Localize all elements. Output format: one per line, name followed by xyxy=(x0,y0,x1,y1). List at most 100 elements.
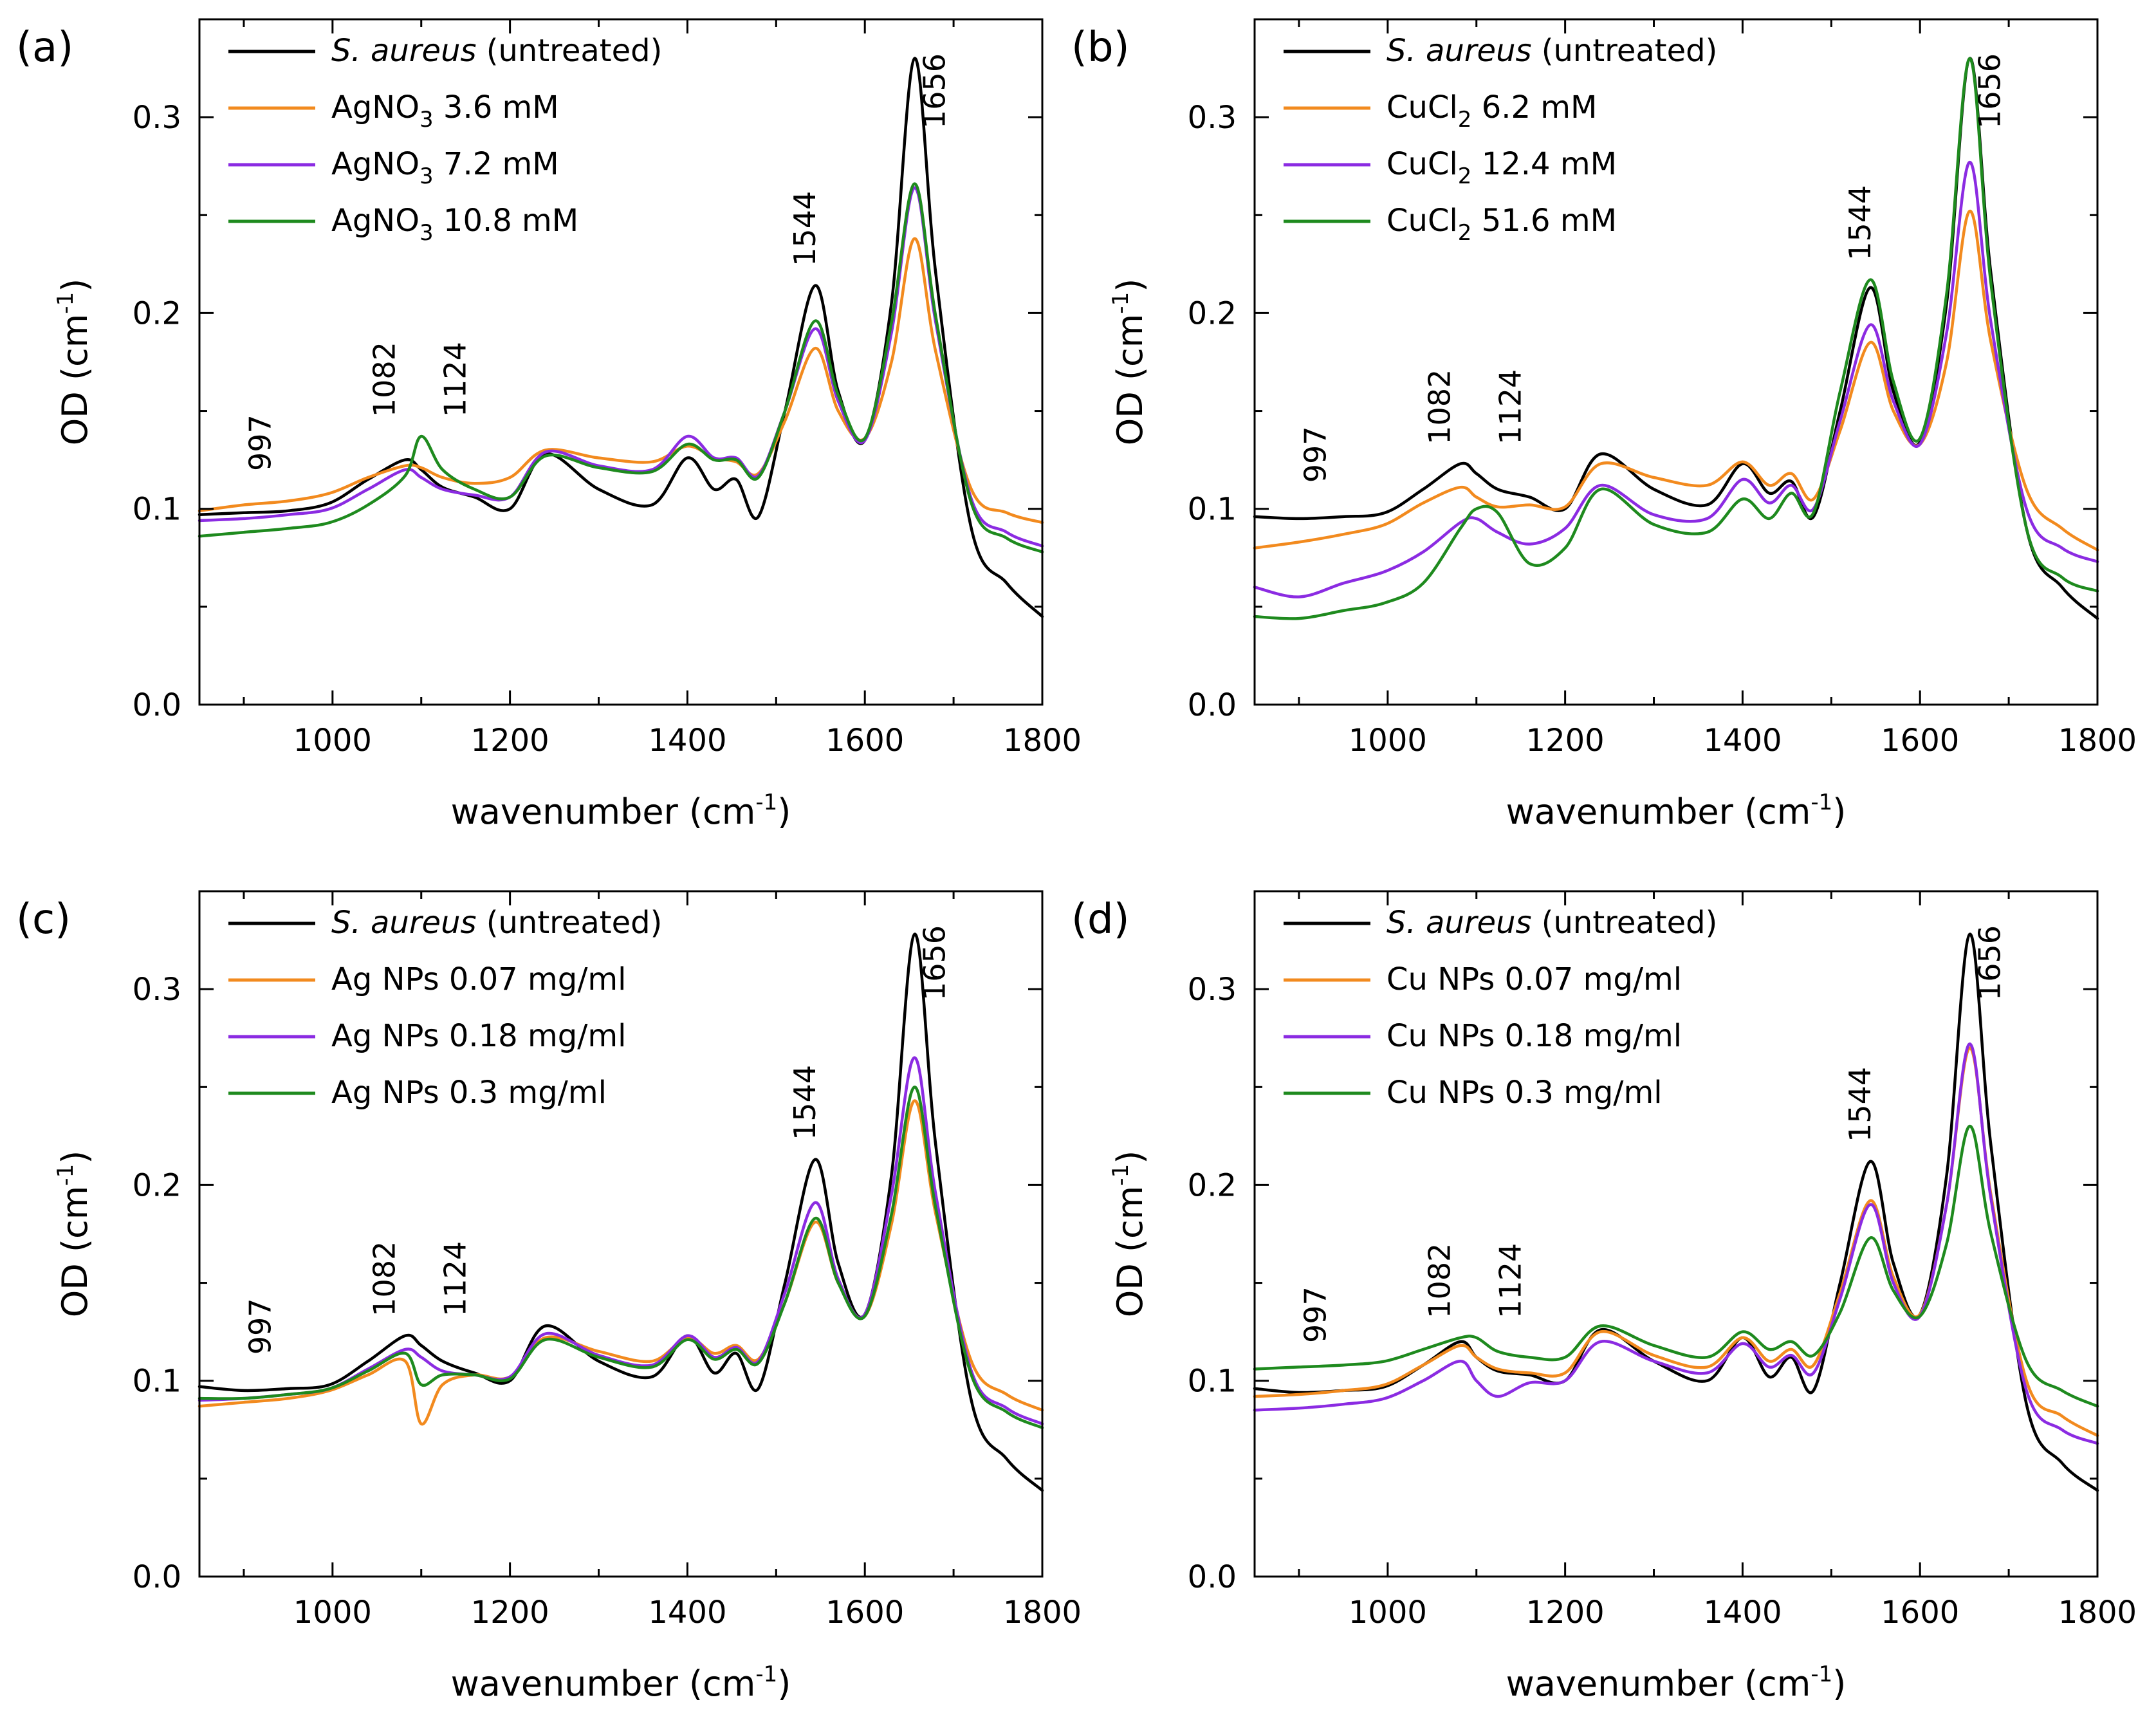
panel-label: (c) xyxy=(16,896,71,943)
series-line-1 xyxy=(1253,1046,2099,1438)
y-tick-label: 0.1 xyxy=(1188,492,1237,528)
legend-entry-main: CuCl xyxy=(1387,89,1458,125)
series-line-3 xyxy=(1253,57,2099,620)
x-axis-title-close: ) xyxy=(777,1663,791,1704)
y-axis-title-close: ) xyxy=(55,1151,95,1164)
y-axis-title: OD (cm-1) xyxy=(53,1151,95,1318)
peak-annotation-1656: 1656 xyxy=(1972,925,2007,1001)
panel-a: 1000 1200 1400 1600 1800 0.0 0.1 0.2 0.3 wavenumb… xyxy=(16,18,1082,832)
y-axis-title-main: OD (cm xyxy=(1110,1186,1150,1318)
y-axis-title-sup: -1 xyxy=(1108,292,1134,314)
plot-frame xyxy=(198,890,1044,1578)
legend-entry: CuCl2 12.4 mM xyxy=(1387,146,1617,189)
y-tick-label: 0.2 xyxy=(133,1167,181,1203)
legend-entry: Cu NPs 0.18 mg/ml xyxy=(1387,1018,1682,1054)
legend-entry-main: CuCl xyxy=(1387,203,1458,239)
series-line-2 xyxy=(1253,1042,2099,1445)
legend-entry: Cu NPs 0.3 mg/ml xyxy=(1387,1075,1663,1111)
peak-annotation-1656: 1656 xyxy=(917,925,952,1001)
legend-entry-sub: 2 xyxy=(1458,107,1472,133)
plot-frame xyxy=(1253,890,2099,1578)
legend-entry-sub: 3 xyxy=(419,107,434,133)
peak-annotation-1656: 1656 xyxy=(1972,53,2007,129)
peak-annotation-1124: 1124 xyxy=(438,1241,473,1317)
y-tick-label: 0.0 xyxy=(1188,1559,1237,1595)
peak-annotation-1124: 1124 xyxy=(1493,1243,1528,1319)
peak-annotation-1124: 1124 xyxy=(1493,369,1528,445)
y-tick-label: 0.1 xyxy=(133,492,181,528)
peak-annotation-1544: 1544 xyxy=(1843,1067,1877,1142)
x-axis-title-sup: -1 xyxy=(755,1662,777,1687)
x-tick-label: 1400 xyxy=(648,1595,726,1631)
y-axis-title: OD (cm-1) xyxy=(1108,1151,1150,1318)
x-axis-title-main: wavenumber (cm xyxy=(451,1663,756,1704)
x-tick-label: 1800 xyxy=(2058,1595,2137,1631)
x-axis-title-main: wavenumber (cm xyxy=(1506,791,1811,832)
y-tick-label: 0.3 xyxy=(133,100,181,136)
x-tick-label: 1400 xyxy=(1703,1595,1782,1631)
y-tick-label: 0.2 xyxy=(1188,295,1237,331)
y-axis-title-main: OD (cm xyxy=(55,1186,95,1318)
y-tick-label: 0.1 xyxy=(133,1364,181,1400)
legend-entry-rest: 12.4 mM xyxy=(1471,146,1617,182)
y-axis-title-sup: -1 xyxy=(1108,1164,1134,1186)
x-tick-label: 1200 xyxy=(471,723,549,759)
legend-entry-main: CuCl xyxy=(1387,146,1458,182)
x-tick-label: 1800 xyxy=(1003,1595,1082,1631)
x-axis-title-sup: -1 xyxy=(755,790,777,815)
legend-entry-italic: S. aureus xyxy=(1387,905,1532,941)
x-tick-label: 1200 xyxy=(471,1595,549,1631)
legend-entry-main: AgNO xyxy=(331,146,419,182)
y-axis-title: OD (cm-1) xyxy=(1108,279,1150,446)
legend-entry-rest: 51.6 mM xyxy=(1471,203,1617,239)
legend-entry: S. aureus (untreated) xyxy=(1387,33,1717,69)
y-axis-title-close: ) xyxy=(1110,279,1150,292)
x-axis-title-main: wavenumber (cm xyxy=(1506,1663,1811,1704)
legend-entry: AgNO3 10.8 mM xyxy=(331,203,578,246)
legend-entry-italic: S. aureus xyxy=(331,905,477,941)
x-tick-label: 1200 xyxy=(1526,723,1605,759)
peak-annotation-1082: 1082 xyxy=(1422,369,1457,445)
legend-entry: CuCl2 51.6 mM xyxy=(1387,203,1617,246)
y-tick-label: 0.0 xyxy=(133,1559,181,1595)
legend-entry: AgNO3 7.2 mM xyxy=(331,146,559,189)
x-tick-label: 1000 xyxy=(1349,1595,1427,1631)
peak-annotation-1544: 1544 xyxy=(788,1065,822,1140)
series-line-0 xyxy=(198,57,1044,618)
legend-entry: CuCl2 6.2 mM xyxy=(1387,89,1597,133)
series-line-0 xyxy=(1253,932,2099,1492)
y-axis-title-main: OD (cm xyxy=(1110,314,1150,446)
legend-entry-sub: 3 xyxy=(419,163,434,189)
x-tick-label: 1800 xyxy=(2058,723,2137,759)
y-axis-title-main: OD (cm xyxy=(55,314,95,446)
x-axis-title: wavenumber (cm-1) xyxy=(451,790,791,832)
legend-entry: S. aureus (untreated) xyxy=(331,33,662,69)
legend-entry-rest: (untreated) xyxy=(477,905,663,941)
y-axis-title-sup: -1 xyxy=(53,292,78,314)
y-axis-title-sup: -1 xyxy=(53,1164,78,1186)
legend-entry-main: AgNO xyxy=(331,203,419,239)
legend-entry-rest: 7.2 mM xyxy=(434,146,559,182)
series-line-0 xyxy=(198,932,1044,1492)
legend-entry: Ag NPs 0.18 mg/ml xyxy=(331,1018,626,1054)
x-tick-label: 1600 xyxy=(1881,1595,1959,1631)
y-tick-label: 0.2 xyxy=(133,295,181,331)
legend-entry: S. aureus (untreated) xyxy=(331,905,662,941)
legend-entry-rest: (untreated) xyxy=(1532,905,1718,941)
x-axis-title: wavenumber (cm-1) xyxy=(1506,790,1847,832)
panel-label: (b) xyxy=(1071,24,1130,71)
series-line-1 xyxy=(198,237,1044,524)
series-line-3 xyxy=(198,1086,1044,1429)
x-tick-label: 1200 xyxy=(1526,1595,1605,1631)
legend-entry: AgNO3 3.6 mM xyxy=(331,89,559,133)
x-tick-label: 1000 xyxy=(1349,723,1427,759)
legend-entry: Ag NPs 0.3 mg/ml xyxy=(331,1075,607,1111)
panel-label: (a) xyxy=(16,24,73,71)
peak-annotation-1544: 1544 xyxy=(1843,185,1877,261)
y-tick-label: 0.1 xyxy=(1188,1364,1237,1400)
y-axis-title: OD (cm-1) xyxy=(53,279,95,446)
x-tick-label: 1400 xyxy=(648,723,726,759)
panel-label: (d) xyxy=(1071,896,1130,943)
series-line-3 xyxy=(198,182,1044,553)
y-tick-label: 0.0 xyxy=(1188,687,1237,723)
